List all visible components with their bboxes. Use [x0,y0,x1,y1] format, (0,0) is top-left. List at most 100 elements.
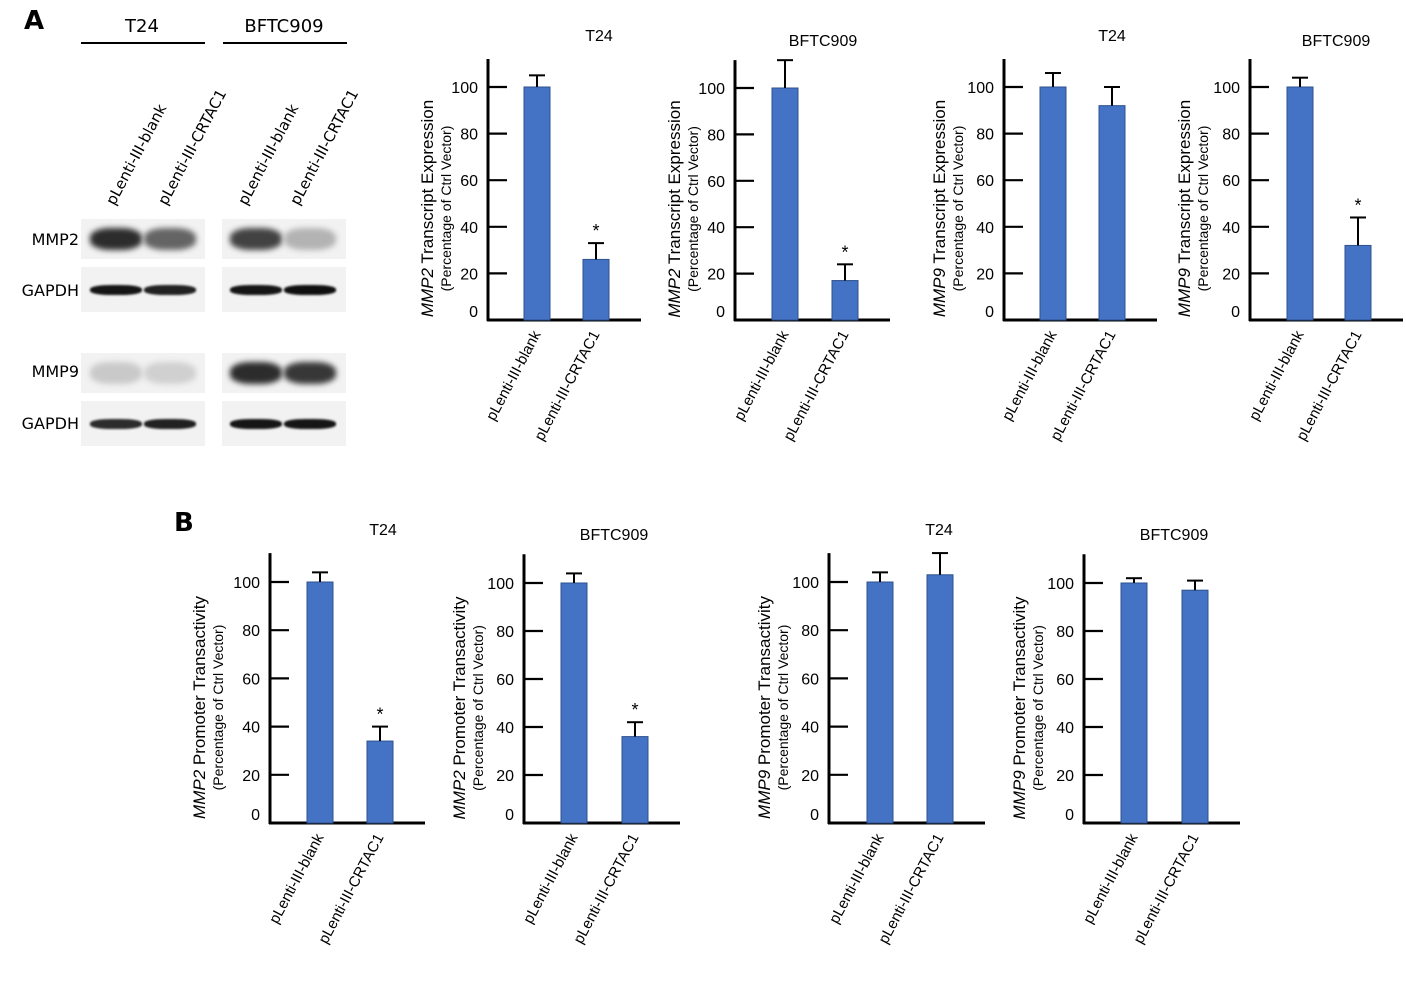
y-tick-label: 60 [242,671,260,688]
chart-title: T24 [1098,28,1126,45]
x-tick-label: pLenti-III-blank [483,327,545,423]
y-axis-label: MMP9 Transcript Expression [1175,100,1194,317]
blot-band [144,284,196,295]
y-axis-label-gene: MMP9 [1175,267,1194,317]
chart-title: T24 [369,522,397,539]
y-tick-label: 20 [242,768,260,785]
y-tick-label: 20 [976,266,994,283]
blot-band [90,284,142,295]
y-tick-label: 100 [698,81,725,98]
y-axis-sublabel: (Percentage of Ctrl Vector) [1030,625,1046,791]
y-tick-label: 80 [1056,624,1074,641]
y-tick-label: 20 [1056,768,1074,785]
y-axis-sublabel: (Percentage of Ctrl Vector) [775,625,791,791]
blot-cell-line-underline [223,42,347,44]
y-tick-label: 80 [496,624,514,641]
y-tick-label: 100 [1047,576,1074,593]
blot-row-label-mmp2: MMP2 [31,230,79,249]
y-tick-label: 40 [1222,220,1240,237]
blot-strip-gapdh [81,401,205,446]
y-axis-label-text: Promoter Transactivity [755,596,774,770]
chart-title: BFTC909 [1302,33,1371,50]
y-axis-label: MMP9 Promoter Transactivity [755,596,774,819]
y-axis-label: MMP2 Transcript Expression [418,100,437,317]
x-tick-label: pLenti-III-CRTAC1 [780,328,852,444]
y-tick-label: 40 [976,220,994,237]
y-tick-label: 20 [496,768,514,785]
blot-band [144,418,196,429]
significance-marker: * [841,242,848,262]
blot-band [230,362,282,384]
y-tick-label: 60 [1056,672,1074,689]
chart-title: T24 [925,522,953,539]
y-tick-label: 20 [801,768,819,785]
y-tick-label: 40 [801,720,819,737]
bar [771,87,799,321]
y-axis-label-text: Transcript Expression [418,100,437,268]
y-tick-label: 80 [801,623,819,640]
y-tick-label: 100 [451,80,478,97]
y-tick-label: 100 [967,80,994,97]
blot-cell-line-underline [81,42,205,44]
y-tick-label: 0 [716,304,725,321]
y-tick-label: 40 [1056,720,1074,737]
blot-band [144,362,196,384]
blot-cell-line-bftc909: BFTC909 [244,16,324,37]
significance-marker: * [592,221,599,241]
chart-title: BFTC909 [1140,527,1209,544]
significance-marker: * [631,700,638,720]
y-tick-label: 0 [251,807,260,824]
bar [306,581,334,824]
y-tick-label: 60 [1222,173,1240,190]
blot-strip-mmp9 [81,353,205,393]
blot-band [230,418,282,429]
y-axis-label-gene: MMP9 [755,769,774,819]
bar [1344,244,1372,321]
x-tick-label: pLenti-III-CRTAC1 [531,328,603,444]
y-tick-label: 100 [792,575,819,592]
y-tick-label: 60 [707,174,725,191]
blot-row-label-mmp9: MMP9 [31,362,79,381]
bar [866,581,894,824]
chart-title: BFTC909 [580,527,649,544]
y-tick-label: 20 [1222,266,1240,283]
blot-cell-line-t24: T24 [125,16,159,37]
y-axis-label-text: Promoter Transactivity [1010,596,1029,770]
y-axis-label-text: Transcript Expression [665,100,684,268]
x-tick-label: pLenti-III-blank [999,327,1061,423]
y-tick-label: 40 [707,220,725,237]
bar [560,582,588,824]
significance-marker: * [376,705,383,725]
y-tick-label: 20 [707,267,725,284]
y-tick-label: 0 [1231,304,1240,321]
x-tick-label: pLenti-III-blank [266,830,328,926]
y-tick-label: 0 [810,807,819,824]
blot-band [230,284,282,295]
significance-marker: * [1354,195,1361,215]
blot-band [284,418,336,429]
y-axis-label: MMP2 Promoter Transactivity [450,596,469,819]
bar [1120,582,1148,824]
blot-strip-gapdh [81,267,205,312]
y-tick-label: 80 [1222,127,1240,144]
y-tick-label: 60 [460,173,478,190]
y-tick-label: 80 [707,127,725,144]
blot-band [284,228,336,250]
y-axis-sublabel: (Percentage of Ctrl Vector) [950,126,966,292]
blot-strip-gapdh [222,401,346,446]
y-tick-label: 80 [976,127,994,144]
x-tick-label: pLenti-III-blank [1246,327,1308,423]
bar-chart-a-mmp9-t24: T24 MMP9 Transcript Expression (Percentage… [930,28,1157,444]
bar-chart-b-mmp2-bftc909: BFTC909 MMP2 Promoter Transactivity (Perce… [450,527,680,947]
y-axis-label-gene: MMP9 [1010,770,1029,820]
y-axis-sublabel: (Percentage of Ctrl Vector) [1195,126,1211,292]
y-axis-label: MMP2 Promoter Transactivity [190,596,209,819]
x-tick-label: pLenti-III-blank [731,327,793,423]
bar [831,280,859,321]
y-tick-label: 0 [505,807,514,824]
bar-chart-a-mmp2-t24: T24 MMP2 Transcript Expression (Percentage… [418,28,641,444]
x-tick-label: pLenti-III-blank [520,830,582,926]
bar [582,258,610,321]
y-tick-label: 100 [487,576,514,593]
y-axis-label-text: Promoter Transactivity [190,596,209,770]
